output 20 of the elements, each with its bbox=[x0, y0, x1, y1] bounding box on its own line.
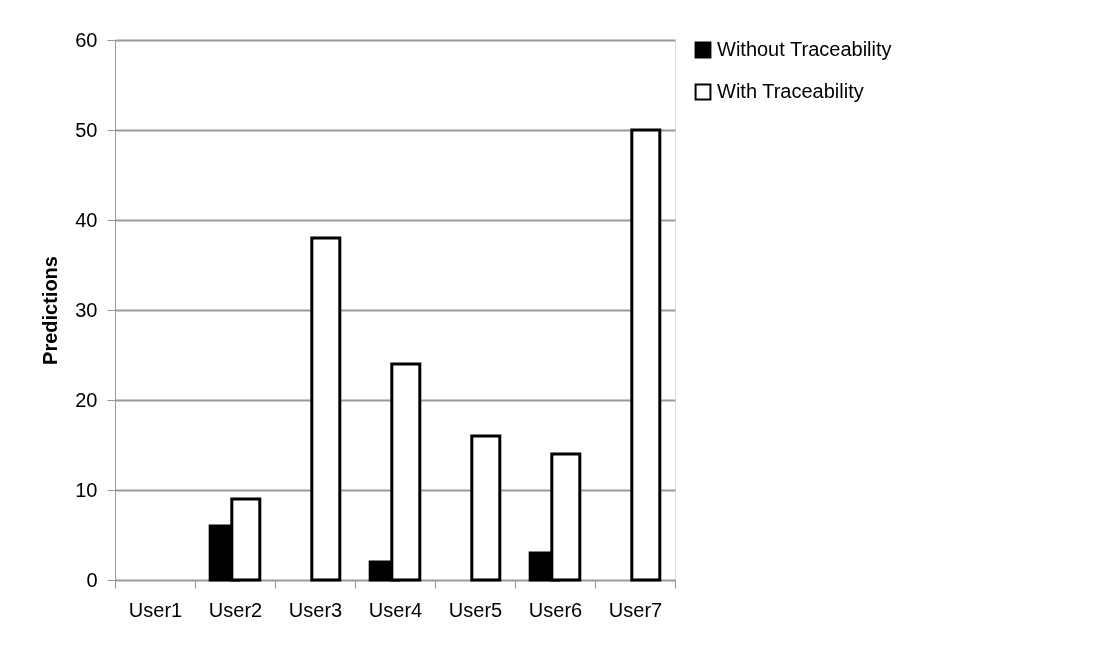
y-tick-label: 0 bbox=[86, 568, 98, 591]
bar bbox=[310, 236, 342, 582]
legend-label: With Traceability bbox=[717, 80, 864, 102]
x-tick-label: User1 bbox=[128, 598, 183, 621]
y-tick-label: 40 bbox=[75, 208, 98, 231]
x-tick-label: User3 bbox=[288, 598, 343, 621]
y-tick-label: 10 bbox=[75, 478, 98, 501]
legend-label: Without Traceability bbox=[717, 38, 892, 60]
bar bbox=[470, 434, 502, 582]
y-tick-label: 60 bbox=[75, 28, 98, 51]
y-axis-title: Predictions bbox=[39, 256, 62, 365]
x-tick-label: User7 bbox=[608, 598, 663, 621]
y-tick-label: 50 bbox=[75, 118, 98, 141]
x-tick-label: User5 bbox=[448, 598, 503, 621]
x-tick-label: User4 bbox=[368, 598, 423, 621]
y-tick-label: 20 bbox=[75, 388, 98, 411]
x-tick-label: User2 bbox=[208, 598, 263, 621]
x-tick-label: User6 bbox=[528, 598, 583, 621]
bar bbox=[630, 128, 662, 582]
y-tick-label: 30 bbox=[75, 298, 98, 321]
